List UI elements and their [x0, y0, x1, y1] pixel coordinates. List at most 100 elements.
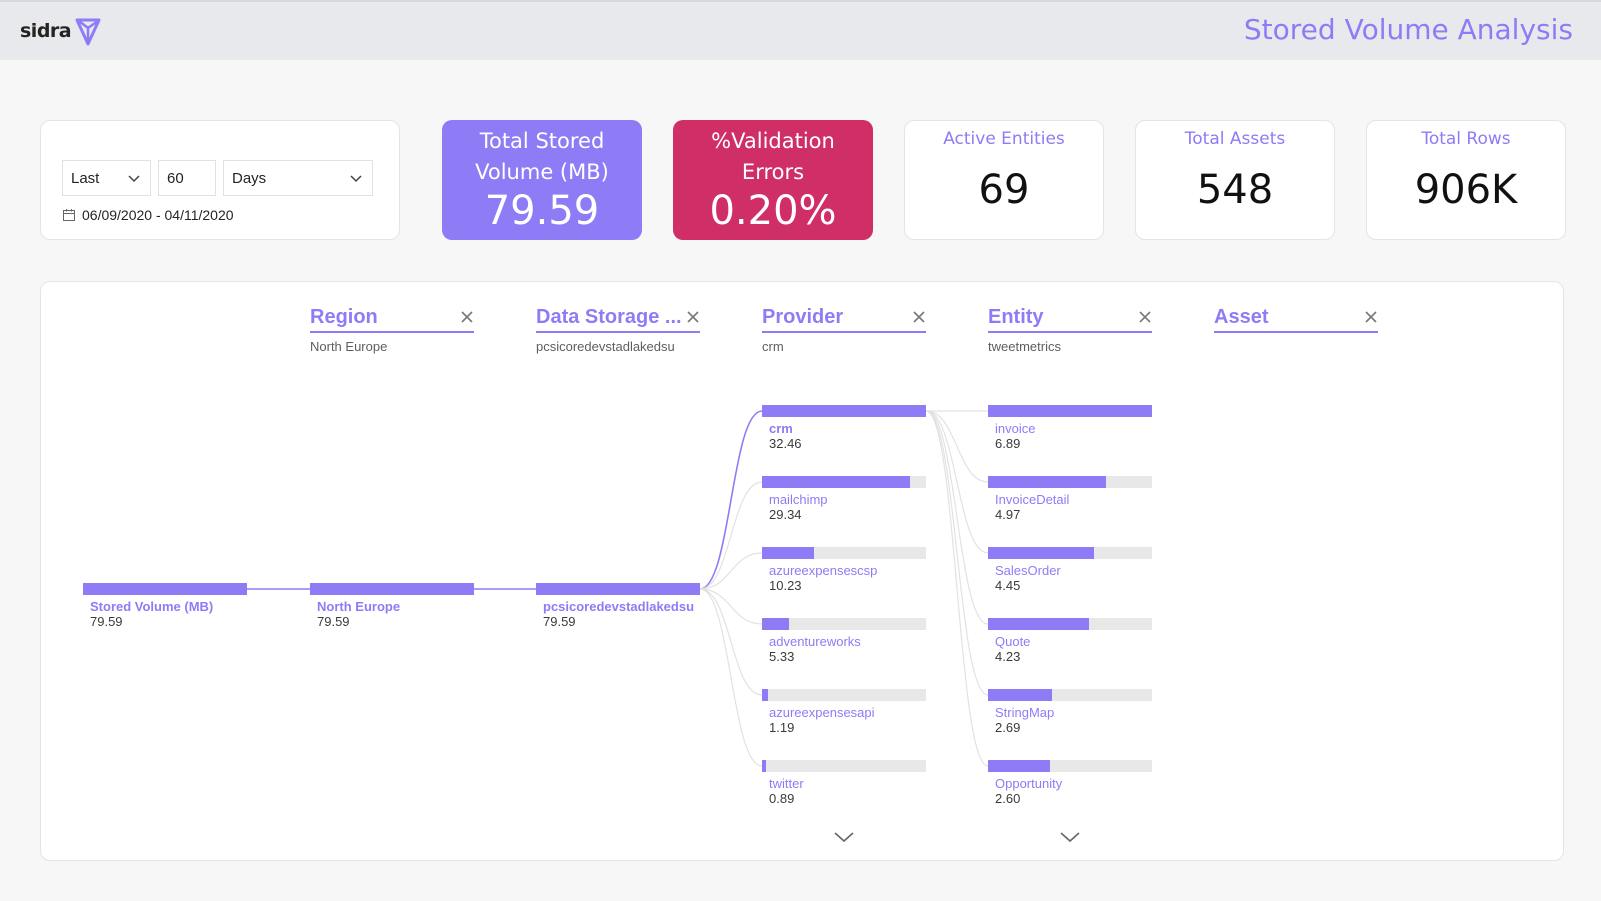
close-icon[interactable]: [460, 310, 474, 324]
node-value: 79.59: [317, 614, 350, 629]
connector-provider-entity: [925, 410, 989, 767]
tree-node-entity[interactable]: invoice 6.89: [988, 405, 1152, 451]
kpi-total-stored-volume: Total Stored Volume (MB) 79.59: [442, 120, 642, 240]
date-filter-card: Last 60 Days 06/09/2020 - 04/11/2020: [40, 120, 400, 240]
period-value: Last: [71, 169, 100, 187]
date-range-text: 06/09/2020 - 04/11/2020: [82, 207, 234, 223]
node-bar-fill: [988, 618, 1089, 630]
level-selected: crm: [762, 339, 784, 354]
unit-value: Days: [232, 169, 267, 187]
kpi-active-entities: Active Entities 69: [904, 120, 1104, 240]
node-bar: [762, 618, 926, 630]
level-header-asset[interactable]: Asset: [1214, 306, 1378, 339]
date-range: 06/09/2020 - 04/11/2020: [62, 207, 234, 223]
node-bar-fill: [762, 476, 911, 488]
node-bar: [762, 405, 926, 417]
tree-node-provider[interactable]: azureexpensescsp 10.23: [762, 547, 926, 593]
kpi-label-line1: %Validation: [711, 129, 835, 153]
node-bar: [310, 583, 474, 595]
kpi-label: Active Entities: [943, 129, 1065, 149]
node-bar-fill: [762, 405, 926, 417]
level-header-data-storage[interactable]: Data Storage ... pcsicoredevstadlakedsu: [536, 306, 700, 354]
node-value: 5.33: [769, 649, 795, 664]
chevron-down-icon: [350, 175, 362, 183]
node-bar-fill: [83, 583, 247, 595]
kpi-total-rows: Total Rows 906K: [1366, 120, 1566, 240]
decomposition-tree: Region North Europe Data Storage ... pcs…: [40, 281, 1564, 861]
tree-node-provider[interactable]: azureexpensesapi 1.19: [762, 689, 926, 735]
kpi-total-assets: Total Assets 548: [1135, 120, 1335, 240]
node-bar-fill: [310, 583, 474, 595]
node-value: 4.97: [995, 507, 1021, 522]
tree-node-entity[interactable]: Opportunity 2.60: [988, 760, 1152, 806]
connector-provider-entity: [925, 410, 989, 625]
level-header-region[interactable]: Region North Europe: [310, 306, 474, 354]
chevron-down-icon: [128, 175, 140, 183]
kpi-label: %Validation Errors: [673, 126, 873, 188]
node-label: Stored Volume (MB): [90, 599, 214, 614]
close-icon[interactable]: [1364, 310, 1378, 324]
level-title: Region: [310, 306, 474, 333]
kpi-value: 906K: [1414, 167, 1518, 213]
level-header-entity[interactable]: Entity tweetmetrics: [988, 306, 1152, 354]
unit-dropdown[interactable]: Days: [223, 160, 373, 196]
kpi-label: Total Stored Volume (MB): [442, 126, 642, 188]
node-label: azureexpensescsp: [769, 563, 878, 578]
tree-node-provider[interactable]: adventureworks 5.33: [762, 618, 926, 664]
node-bar: [762, 689, 926, 701]
level-title: Data Storage ...: [536, 306, 700, 333]
period-dropdown[interactable]: Last: [62, 160, 151, 196]
connector-storage-provider: [699, 588, 763, 696]
node-bar: [988, 760, 1152, 772]
node-label: adventureworks: [769, 634, 861, 649]
tree-connectors: [247, 410, 989, 767]
tree-node-entity[interactable]: SalesOrder 4.45: [988, 547, 1152, 593]
calendar-icon: [63, 209, 75, 221]
close-icon[interactable]: [686, 310, 700, 324]
level-title: Provider: [762, 306, 926, 333]
expand-providers-chevron-icon[interactable]: [833, 830, 855, 844]
tree-node-entity[interactable]: StringMap 2.69: [988, 689, 1152, 735]
expand-entities-chevron-icon[interactable]: [1059, 830, 1081, 844]
tree-node-root[interactable]: Stored Volume (MB) 79.59: [83, 583, 247, 629]
tree-node-entity[interactable]: Quote 4.23: [988, 618, 1152, 664]
kpi-label-line2: Errors: [741, 160, 805, 184]
node-bar-fill: [988, 476, 1107, 488]
close-icon[interactable]: [912, 310, 926, 324]
level-header-provider[interactable]: Provider crm: [762, 306, 926, 354]
node-bar-fill: [988, 547, 1094, 559]
node-bar: [83, 583, 247, 595]
logo-text: sidra: [20, 20, 72, 42]
tree-node-provider[interactable]: twitter 0.89: [762, 760, 926, 806]
node-value: 10.23: [769, 578, 802, 593]
node-bar: [988, 476, 1152, 488]
level-selected: tweetmetrics: [988, 339, 1061, 354]
level-title: Asset: [1214, 306, 1378, 333]
node-value: 6.89: [995, 436, 1021, 451]
kpi-value: 69: [978, 167, 1030, 213]
tree-node-storage[interactable]: pcsicoredevstadlakedsu 79.59: [536, 583, 700, 629]
node-value: 79.59: [543, 614, 576, 629]
sidra-logo: sidra: [20, 16, 101, 46]
node-label: InvoiceDetail: [995, 492, 1070, 507]
node-label: Opportunity: [995, 776, 1063, 791]
node-label: pcsicoredevstadlakedsu: [543, 599, 695, 614]
node-bar-fill: [762, 760, 767, 772]
connector-storage-provider: [699, 588, 763, 625]
node-value: 79.59: [90, 614, 123, 629]
node-bar-fill: [762, 618, 789, 630]
top-bar: sidra Stored Volume Analysis: [0, 0, 1601, 60]
node-label: twitter: [769, 776, 804, 791]
kpi-value: 0.20%: [709, 188, 837, 234]
tree-node-provider[interactable]: crm 32.46: [762, 405, 926, 451]
node-value: 1.19: [769, 720, 795, 735]
kpi-value: 548: [1196, 167, 1274, 213]
close-icon[interactable]: [1138, 310, 1152, 324]
amount-value: 60: [167, 169, 184, 187]
kpi-label: Total Rows: [1421, 129, 1511, 149]
tree-node-entity[interactable]: InvoiceDetail 4.97: [988, 476, 1152, 522]
tree-node-region[interactable]: North Europe 79.59: [310, 583, 474, 629]
tree-node-provider[interactable]: mailchimp 29.34: [762, 476, 926, 522]
amount-input[interactable]: 60: [158, 160, 216, 196]
connector-storage-provider: [699, 552, 763, 590]
